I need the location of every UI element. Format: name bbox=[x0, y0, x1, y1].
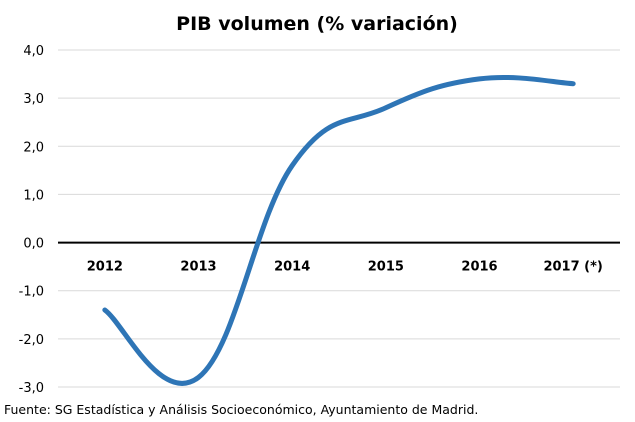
x-tick-label: 2013 bbox=[180, 260, 216, 275]
x-tick-label: 2014 bbox=[274, 260, 310, 275]
source-note: Fuente: SG Estadística y Análisis Socioe… bbox=[4, 402, 479, 417]
gridlines bbox=[58, 49, 620, 388]
series-line-pib bbox=[102, 74, 576, 386]
y-tick-label: -1,0 bbox=[19, 285, 44, 300]
y-axis-ticks: -3,0 -2,0 -1,0 0,0 1,0 2,0 3,0 4,0 bbox=[19, 44, 44, 396]
x-tick-label: 2015 bbox=[368, 260, 404, 275]
y-tick-label: 3,0 bbox=[23, 92, 44, 107]
x-tick-label: 2012 bbox=[87, 260, 123, 275]
x-axis-ticks: 2012 2013 2014 2015 2016 2017 (*) bbox=[87, 260, 603, 275]
chart-title: PIB volumen (% variación) bbox=[176, 13, 458, 35]
x-tick-label: 2017 (*) bbox=[543, 260, 602, 275]
y-tick-label: 0,0 bbox=[23, 237, 44, 252]
y-tick-label: 1,0 bbox=[23, 188, 44, 203]
y-tick-label: 2,0 bbox=[23, 140, 44, 155]
y-tick-label: -3,0 bbox=[19, 381, 44, 396]
y-tick-label: -2,0 bbox=[19, 333, 44, 348]
x-tick-label: 2016 bbox=[461, 260, 497, 275]
y-tick-label: 4,0 bbox=[23, 44, 44, 59]
